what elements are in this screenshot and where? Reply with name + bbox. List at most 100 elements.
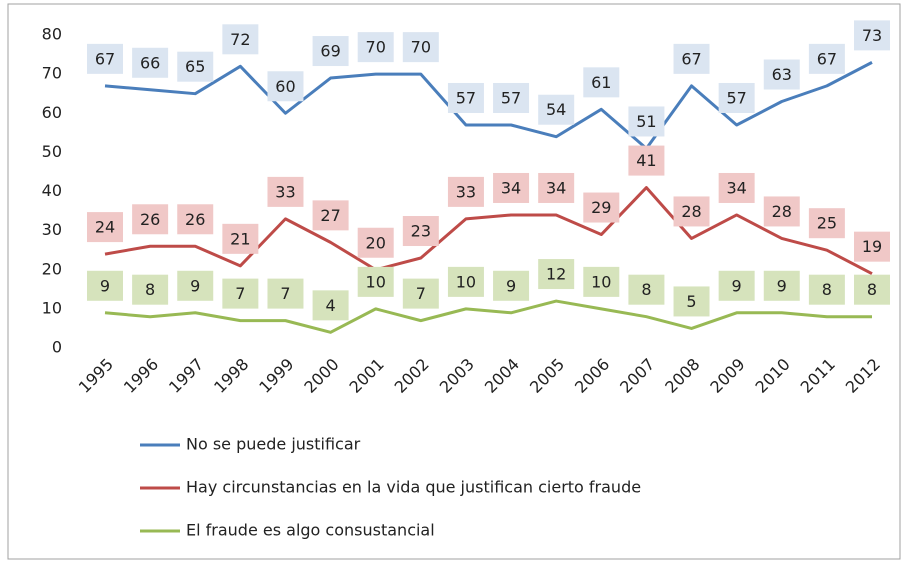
data-label: 7 [235, 284, 245, 303]
data-label-box [87, 43, 123, 74]
data-label-box [222, 223, 259, 254]
data-label-box [538, 259, 575, 290]
data-label-box [222, 24, 259, 55]
data-label: 57 [501, 88, 521, 107]
data-label: 10 [591, 272, 611, 291]
data-label-box [447, 266, 484, 297]
data-label-box [447, 176, 484, 207]
data-label-box [583, 192, 620, 223]
data-label-box [177, 51, 214, 82]
legend-label: El fraude es algo consustancial [186, 521, 435, 540]
data-label: 12 [546, 265, 566, 284]
data-label: 34 [501, 178, 521, 197]
data-label: 67 [817, 49, 837, 68]
data-label: 28 [681, 202, 701, 221]
data-label-box [402, 216, 439, 247]
data-label-box [447, 82, 484, 113]
data-label-box [493, 270, 530, 301]
data-label: 8 [822, 280, 832, 299]
data-label-box [718, 82, 755, 113]
data-label-box [854, 20, 890, 51]
data-label: 5 [686, 292, 696, 311]
data-label: 33 [275, 182, 295, 201]
data-label-box [808, 274, 845, 305]
data-label: 51 [636, 112, 656, 131]
data-label: 10 [366, 272, 386, 291]
data-label: 8 [145, 280, 155, 299]
data-label-box [132, 274, 169, 305]
data-label: 29 [591, 198, 611, 217]
data-label-box [87, 212, 123, 243]
data-label-box [267, 278, 304, 309]
data-label-box [763, 196, 800, 227]
y-tick-label: 40 [42, 181, 62, 200]
data-label: 24 [95, 218, 115, 237]
data-label: 9 [190, 276, 200, 295]
data-label: 72 [230, 30, 250, 49]
y-tick-label: 50 [42, 142, 62, 161]
data-label: 10 [456, 272, 476, 291]
data-label-box [402, 278, 439, 309]
data-label: 70 [411, 38, 431, 57]
data-label-box [132, 47, 169, 78]
data-label: 8 [867, 280, 877, 299]
data-label-box [583, 67, 620, 98]
data-label: 27 [320, 206, 340, 225]
data-label: 63 [772, 65, 792, 84]
data-label: 9 [100, 276, 110, 295]
data-label: 57 [456, 88, 476, 107]
data-label: 8 [641, 280, 651, 299]
data-label-box [357, 227, 394, 258]
series-line [104, 186, 873, 275]
y-tick-label: 70 [42, 64, 62, 83]
series-line [104, 61, 873, 150]
data-label-box [538, 172, 575, 203]
data-label: 33 [456, 182, 476, 201]
y-tick-label: 0 [52, 338, 62, 357]
data-label-box [87, 270, 123, 301]
data-label-box [854, 274, 890, 305]
data-label: 9 [777, 276, 787, 295]
data-label-box [177, 270, 214, 301]
data-label: 7 [416, 284, 426, 303]
data-label: 54 [546, 100, 566, 119]
y-tick-label: 20 [42, 259, 62, 278]
data-label-box [493, 172, 530, 203]
data-label: 57 [726, 88, 746, 107]
data-label: 67 [681, 49, 701, 68]
data-label-box [357, 32, 394, 63]
data-label: 66 [140, 53, 160, 72]
data-label-box [673, 196, 710, 227]
data-label: 9 [506, 276, 516, 295]
data-label-box [267, 176, 304, 207]
data-label: 67 [95, 49, 115, 68]
data-label-box [718, 172, 755, 203]
legend-label: No se puede justificar [186, 435, 361, 454]
data-label-box [628, 274, 665, 305]
data-label: 34 [726, 178, 746, 197]
y-tick-label: 30 [42, 220, 62, 239]
data-label-box [718, 270, 755, 301]
data-label: 28 [772, 202, 792, 221]
data-label-box [673, 286, 710, 317]
y-tick-label: 10 [42, 298, 62, 317]
data-label-box [763, 59, 800, 90]
data-label-box [312, 290, 349, 321]
y-tick-label: 80 [42, 25, 62, 44]
data-label: 7 [280, 284, 290, 303]
data-label-box [538, 94, 575, 125]
data-label: 4 [325, 296, 335, 315]
data-label: 65 [185, 57, 205, 76]
data-label-box [177, 204, 214, 235]
data-label: 26 [140, 210, 160, 229]
data-label-box [628, 106, 665, 137]
data-label-box [357, 266, 394, 297]
data-label: 34 [546, 178, 566, 197]
data-label: 23 [411, 222, 431, 241]
data-label-box [222, 278, 259, 309]
data-label-box [628, 145, 665, 176]
data-label: 19 [862, 237, 882, 256]
data-label: 61 [591, 73, 611, 92]
data-label-box [312, 36, 349, 67]
